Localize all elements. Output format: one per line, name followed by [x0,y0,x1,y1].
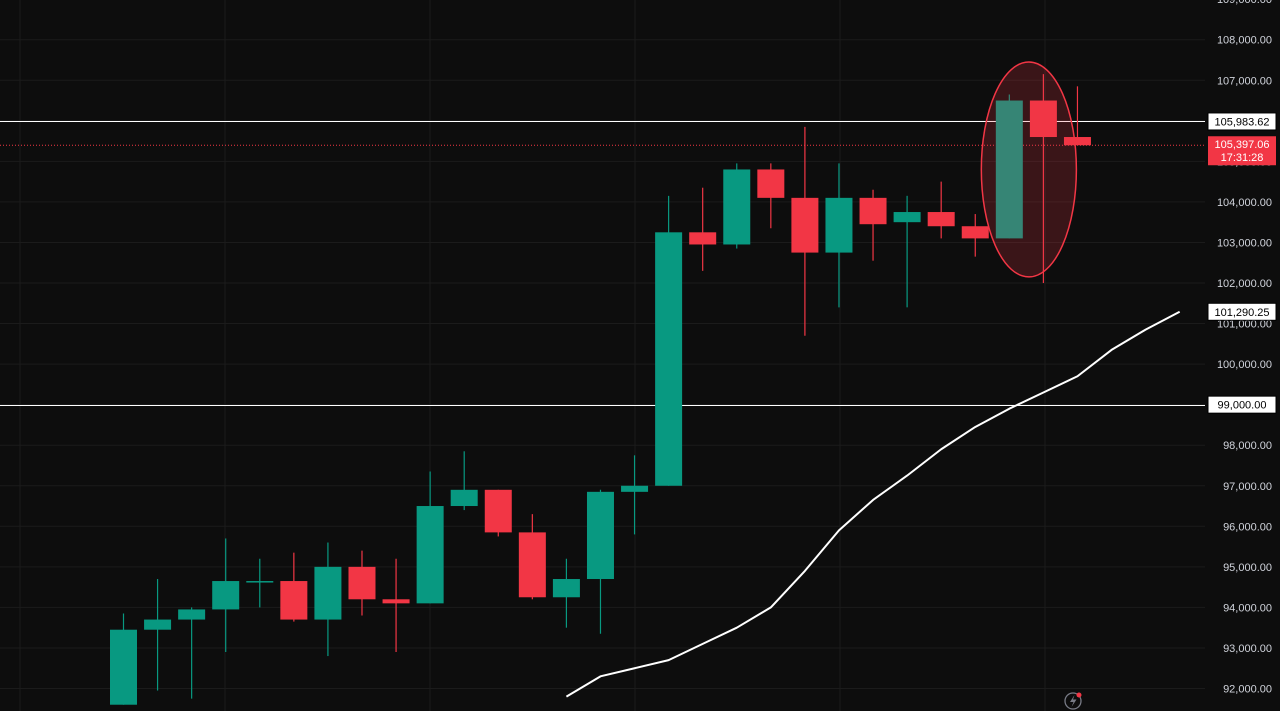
y-tick-label: 108,000.00 [1217,35,1272,47]
candle-body[interactable] [995,100,1023,239]
candle-body[interactable] [382,599,410,604]
candle-body[interactable] [518,532,546,598]
current-price-label-box [1208,136,1276,166]
candle-body[interactable] [348,566,376,600]
y-tick-label: 93,000.00 [1223,643,1272,655]
candle-body[interactable] [689,232,717,245]
lightning-icon[interactable] [1064,692,1082,710]
candle-body[interactable] [314,566,342,620]
candle-body[interactable] [416,506,444,604]
y-tick-label: 104,000.00 [1217,197,1272,209]
candle-body[interactable] [212,581,240,610]
y-tick-label: 94,000.00 [1223,602,1272,614]
candle-body[interactable] [1029,100,1057,138]
candle-body[interactable] [1063,137,1091,146]
candle-body[interactable] [586,491,614,580]
ma-price-label: 101,290.25 [1214,307,1269,319]
y-tick-label: 98,000.00 [1223,440,1272,452]
candle-body[interactable] [552,579,580,598]
candle-body[interactable] [791,197,819,253]
candle-body[interactable] [246,581,274,583]
candle-body[interactable] [723,169,751,245]
lightning-icon-glyph [1070,695,1077,707]
resistance-price-label: 105,983.62 [1214,116,1269,128]
y-tick-label: 103,000.00 [1217,237,1272,249]
moving-average-line [565,310,1181,698]
current-price-label: 105,397.06 [1214,139,1269,151]
candle-body[interactable] [893,212,921,223]
candle-body[interactable] [927,212,955,227]
candle-body[interactable] [484,489,512,533]
resistance-price-label-box [1207,112,1277,131]
y-tick-label: 95,000.00 [1223,562,1272,574]
candle-body[interactable] [621,485,649,492]
candle-body[interactable] [110,629,137,705]
candle-body[interactable] [280,581,308,620]
candle-body[interactable] [144,619,172,630]
candle-body[interactable] [961,226,989,239]
support-price-label-box [1207,395,1277,414]
support-price-label: 99,000.00 [1218,400,1267,412]
y-tick-label: 96,000.00 [1223,521,1272,533]
y-tick-label: 101,000.00 [1217,319,1272,331]
candle-body[interactable] [655,232,683,486]
candle-body[interactable] [178,609,206,620]
highlight-ellipse[interactable] [980,61,1078,278]
candle-body[interactable] [859,197,887,225]
candle-body[interactable] [825,197,853,253]
countdown-label: 17:31:28 [1221,152,1264,164]
y-tick-label: 97,000.00 [1223,481,1272,493]
y-tick-label: 92,000.00 [1223,684,1272,696]
y-tick-label: 100,000.00 [1217,359,1272,371]
y-tick-label: 109,000.00 [1217,0,1272,6]
candle-body[interactable] [450,489,478,507]
y-tick-label: 107,000.00 [1217,75,1272,87]
candle-body[interactable] [757,169,785,198]
ma-price-label-box [1207,302,1277,321]
notification-dot [1076,692,1082,698]
y-tick-label: 102,000.00 [1217,278,1272,290]
